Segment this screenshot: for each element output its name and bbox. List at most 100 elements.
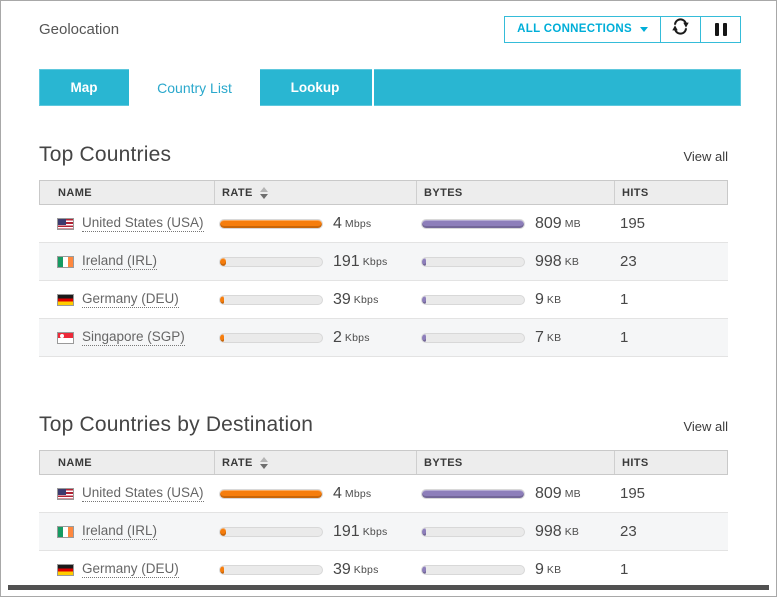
bytes-bar-fill [422,489,524,498]
rate-bar-fill [220,333,224,342]
bytes-bar [421,256,525,267]
bytes-value: 998 [535,522,562,540]
column-header-label: NAME [58,186,92,199]
tab-lookup[interactable]: Lookup [260,69,370,106]
viewport-cutoff-edge [8,585,769,590]
name-cell: United States (USA) [39,485,213,502]
rate-cell: 4 Mbps [213,485,415,503]
bytes-bar-fill [422,257,426,266]
country-link[interactable]: Singapore (SGP) [82,329,185,346]
bytes-value: 809 [535,484,562,502]
refresh-icon [671,18,689,40]
table-row: Singapore (SGP) 2 Kbps 7 KB 1 [39,319,728,357]
rate-unit: Kbps [344,331,370,344]
bytes-unit: KB [546,331,562,344]
connections-dropdown[interactable]: ALL CONNECTIONS [504,15,661,43]
bytes-unit: MB [564,217,581,230]
bytes-bar-fill [422,333,426,342]
rate-bar-fill [220,219,322,228]
column-header[interactable]: BYTES [416,181,614,204]
country-flag-icon [57,255,74,268]
bytes-bar-fill [422,527,426,536]
sections-container: Top Countries View all NAME RATE BYTES H… [1,143,776,589]
rate-bar-fill [220,295,224,304]
bytes-value: 7 [535,328,544,346]
bytes-cell: 809 MB [415,485,613,503]
country-flag-icon [57,217,74,230]
bytes-bar-fill [422,295,426,304]
column-header[interactable]: HITS [614,451,727,474]
bytes-value: 809 [535,214,562,232]
bytes-unit: KB [564,525,580,538]
country-link[interactable]: United States (USA) [82,215,204,232]
bytes-bar [421,526,525,537]
table-body: United States (USA) 4 Mbps 809 MB 195 Ir… [39,475,728,589]
bytes-cell: 9 KB [415,561,613,579]
name-cell: Germany (DEU) [39,561,213,578]
column-header-label: NAME [58,456,92,469]
tab-map[interactable]: Map [39,69,129,106]
country-flag-icon [57,331,74,344]
table-row: Germany (DEU) 39 Kbps 9 KB 1 [39,281,728,319]
column-header[interactable]: NAME [40,451,214,474]
bytes-bar [421,332,525,343]
rate-bar-fill [220,257,227,266]
column-header[interactable]: NAME [40,181,214,204]
rate-bar [219,294,323,305]
rate-value: 39 [333,560,351,578]
column-header[interactable]: BYTES [416,451,614,474]
table-row: United States (USA) 4 Mbps 809 MB 195 [39,475,728,513]
tab-country-list[interactable]: Country List [129,69,260,106]
table-row: Germany (DEU) 39 Kbps 9 KB 1 [39,551,728,589]
hits-cell: 1 [613,561,728,578]
rate-bar [219,256,323,267]
country-link[interactable]: Germany (DEU) [82,291,179,308]
rate-value: 2 [333,328,342,346]
sort-arrows-icon [259,186,268,199]
rate-bar [219,526,323,537]
country-section: Top Countries View all NAME RATE BYTES H… [39,143,741,357]
country-flag-icon [57,525,74,538]
column-header[interactable]: RATE [214,451,416,474]
country-link[interactable]: Ireland (IRL) [82,523,158,540]
hits-cell: 195 [613,215,728,232]
rate-value: 191 [333,522,360,540]
refresh-button[interactable] [660,15,701,43]
rate-cell: 191 Kbps [213,523,415,541]
view-all-link[interactable]: View all [683,419,728,434]
country-flag-icon [57,293,74,306]
tab-separator [372,69,374,106]
view-all-link[interactable]: View all [683,149,728,164]
hits-cell: 195 [613,485,728,502]
hits-value: 23 [620,253,637,270]
section-header: Top Countries by Destination View all [39,413,728,437]
rate-value: 4 [333,214,342,232]
section-title: Top Countries by Destination [39,413,314,436]
page-title: Geolocation [39,20,120,38]
column-header[interactable]: RATE [214,181,416,204]
country-link[interactable]: Ireland (IRL) [82,253,158,270]
top-actions: ALL CONNECTIONS [504,15,741,43]
country-link[interactable]: Germany (DEU) [82,561,179,578]
section-title: Top Countries [39,143,172,166]
bytes-unit: KB [546,293,562,306]
hits-cell: 23 [613,523,728,540]
table-row: United States (USA) 4 Mbps 809 MB 195 [39,205,728,243]
hits-value: 1 [620,561,629,578]
name-cell: Germany (DEU) [39,291,213,308]
country-flag-icon [57,563,74,576]
bytes-bar [421,488,525,499]
bytes-cell: 9 KB [415,291,613,309]
country-link[interactable]: United States (USA) [82,485,204,502]
table-header-row: NAME RATE BYTES HITS [39,180,728,205]
bytes-bar [421,294,525,305]
hits-value: 1 [620,329,629,346]
bytes-cell: 7 KB [415,329,613,347]
table-row: Ireland (IRL) 191 Kbps 998 KB 23 [39,513,728,551]
rate-cell: 4 Mbps [213,215,415,233]
bytes-bar [421,564,525,575]
pause-button[interactable] [700,15,741,43]
column-header[interactable]: HITS [614,181,727,204]
rate-bar [219,218,323,229]
